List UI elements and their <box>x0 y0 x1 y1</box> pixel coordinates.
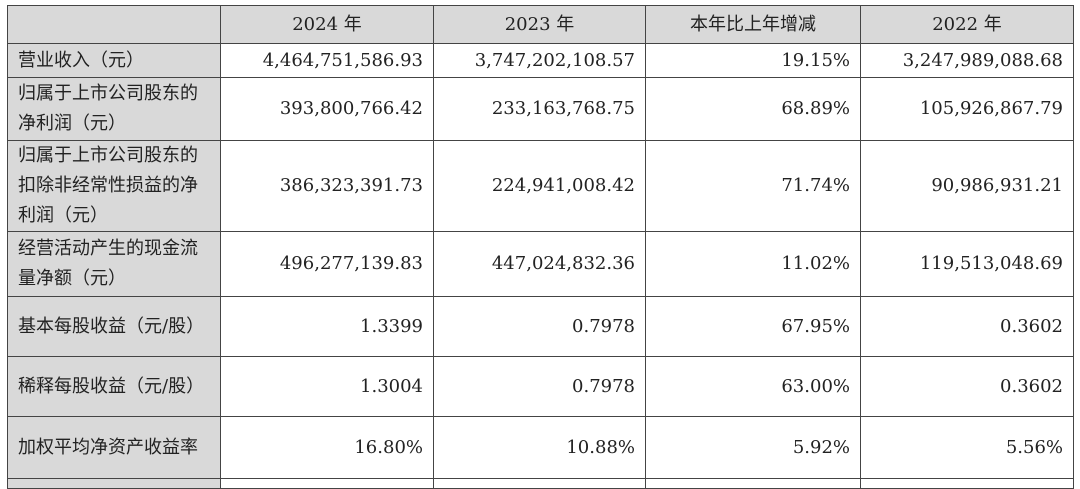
table-row: 经营活动产生的现金流量净额（元） 496,277,139.83 447,024,83… <box>7 231 1074 297</box>
header-cell-blank <box>7 5 221 44</box>
value-cell: 19.15% <box>645 43 861 78</box>
value-cell: 5.56% <box>860 416 1074 479</box>
table-row-partial <box>7 478 1074 489</box>
value-cell: 3,247,989,088.68 <box>860 43 1074 78</box>
value-cell: 67.95% <box>645 296 861 357</box>
value-cell: 105,926,867.79 <box>860 77 1074 141</box>
table-row: 基本每股收益（元/股） 1.3399 0.7978 67.95% 0.3602 <box>7 296 1074 357</box>
row-label: 营业收入（元） <box>7 43 221 78</box>
row-label: 加权平均净资产收益率 <box>7 416 221 479</box>
value-cell <box>433 478 646 489</box>
value-cell: 16.80% <box>220 416 434 479</box>
header-row: 2024 年 2023 年 本年比上年增减 2022 年 <box>7 5 1074 44</box>
value-cell: 0.7978 <box>433 296 646 357</box>
row-label: 经营活动产生的现金流量净额（元） <box>7 231 221 297</box>
value-cell: 0.7978 <box>433 356 646 417</box>
value-cell: 119,513,048.69 <box>860 231 1074 297</box>
table-row: 加权平均净资产收益率 16.80% 10.88% 5.92% 5.56% <box>7 416 1074 479</box>
value-cell: 68.89% <box>645 77 861 141</box>
value-cell <box>645 478 861 489</box>
value-cell: 0.3602 <box>860 356 1074 417</box>
value-cell: 447,024,832.36 <box>433 231 646 297</box>
value-cell: 386,323,391.73 <box>220 140 434 232</box>
table-row: 稀释每股收益（元/股） 1.3004 0.7978 63.00% 0.3602 <box>7 356 1074 417</box>
header-change: 本年比上年增减 <box>645 5 861 44</box>
header-2024: 2024 年 <box>220 5 434 44</box>
table-row: 营业收入（元） 4,464,751,586.93 3,747,202,108.57 1… <box>7 43 1074 78</box>
row-label <box>7 478 221 489</box>
row-label: 基本每股收益（元/股） <box>7 296 221 357</box>
value-cell: 90,986,931.21 <box>860 140 1074 232</box>
value-cell: 1.3004 <box>220 356 434 417</box>
value-cell: 3,747,202,108.57 <box>433 43 646 78</box>
row-label: 归属于上市公司股东的扣除非经常性损益的净利润（元） <box>7 140 221 232</box>
value-cell <box>220 478 434 489</box>
financial-summary-table: 2024 年 2023 年 本年比上年增减 2022 年 营业收入（元） 4,46… <box>7 5 1074 489</box>
table-row: 归属于上市公司股东的扣除非经常性损益的净利润（元） 386,323,391.73 2… <box>7 140 1074 232</box>
value-cell: 4,464,751,586.93 <box>220 43 434 78</box>
value-cell: 1.3399 <box>220 296 434 357</box>
value-cell: 63.00% <box>645 356 861 417</box>
header-2022: 2022 年 <box>860 5 1074 44</box>
row-label: 稀释每股收益（元/股） <box>7 356 221 417</box>
value-cell: 0.3602 <box>860 296 1074 357</box>
value-cell: 496,277,139.83 <box>220 231 434 297</box>
table-row: 归属于上市公司股东的净利润（元） 393,800,766.42 233,163,76… <box>7 77 1074 141</box>
value-cell: 233,163,768.75 <box>433 77 646 141</box>
value-cell <box>860 478 1074 489</box>
value-cell: 11.02% <box>645 231 861 297</box>
value-cell: 10.88% <box>433 416 646 479</box>
value-cell: 393,800,766.42 <box>220 77 434 141</box>
value-cell: 5.92% <box>645 416 861 479</box>
value-cell: 71.74% <box>645 140 861 232</box>
header-2023: 2023 年 <box>433 5 646 44</box>
value-cell: 224,941,008.42 <box>433 140 646 232</box>
row-label: 归属于上市公司股东的净利润（元） <box>7 77 221 141</box>
